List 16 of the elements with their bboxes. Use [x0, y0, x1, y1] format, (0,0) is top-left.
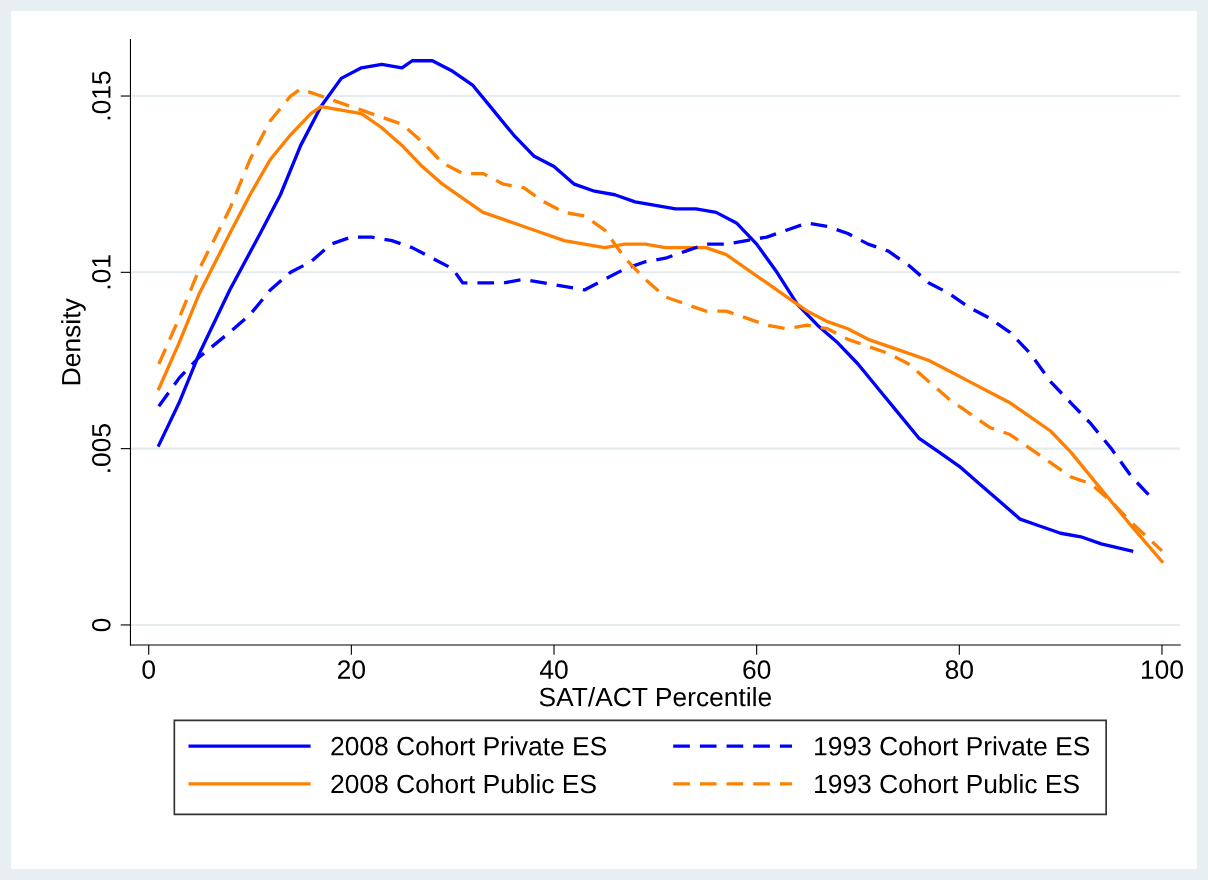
x-tick-label: 100: [1141, 660, 1183, 680]
y-tick-label: .005: [91, 424, 111, 472]
x-tick-label: 80: [945, 660, 973, 680]
legend-label: 2008 Cohort Public ES: [331, 773, 596, 794]
x-tick-label: 40: [539, 660, 568, 680]
x-tick-label: 20: [338, 660, 365, 680]
legend-label: 1993 Cohort Private ES: [815, 736, 1090, 756]
x-tick-label: 0: [142, 660, 156, 680]
y-tick-label: .015: [91, 71, 111, 120]
legend-label: 2008 Cohort Private ES: [331, 736, 607, 756]
y-tick-label: .01: [91, 255, 111, 289]
y-tick-label: 0: [91, 618, 111, 632]
legend-label: 1993 Cohort Public ES: [815, 773, 1079, 794]
y-axis-title: Density: [61, 298, 86, 385]
x-tick-label: 60: [743, 660, 771, 680]
x-axis-title: SAT/ACT Percentile: [539, 687, 772, 707]
